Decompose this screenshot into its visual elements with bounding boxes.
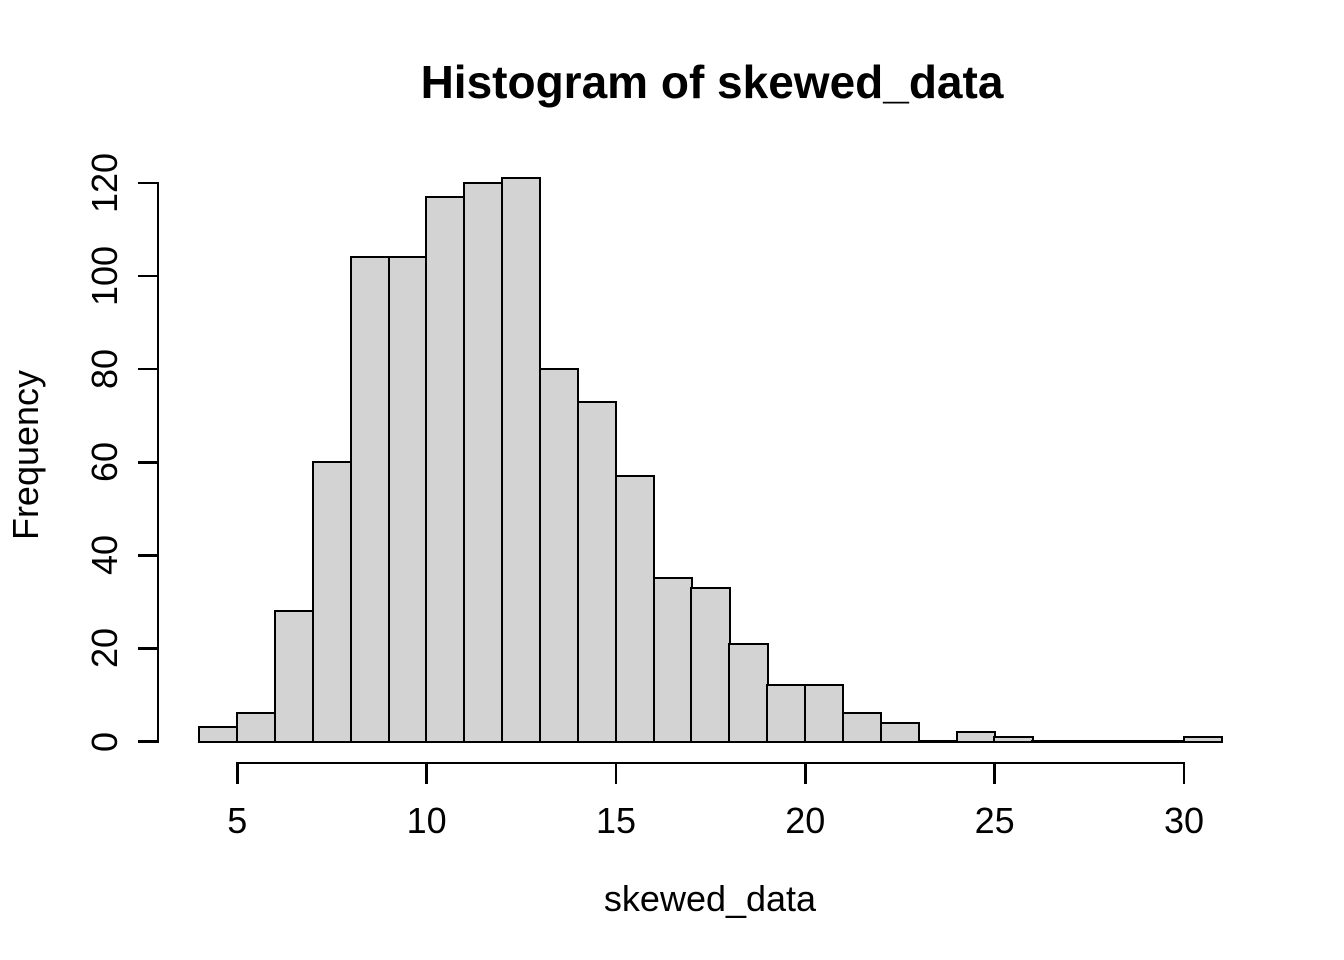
x-tick [804,761,807,784]
histogram-bar [236,712,277,743]
y-axis [156,181,159,743]
histogram-bar [993,735,1034,743]
chart-title: Histogram of skewed_data [420,56,1004,108]
y-tick-label: 40 [84,535,125,576]
x-tick-label: 30 [1163,800,1205,841]
histogram-bar [311,461,353,743]
x-tick-label: 15 [595,800,636,841]
histogram-bar [1031,740,1072,743]
x-tick [236,761,239,784]
histogram-bar [879,721,921,743]
histogram-bar [652,577,693,743]
x-tick-label: 5 [227,800,248,841]
y-axis-title: Frequency [5,369,46,541]
histogram-bar [576,400,618,743]
y-tick-label: 100 [84,246,125,307]
histogram-bar [1069,740,1110,743]
y-tick [137,181,157,185]
x-tick-label: 20 [785,800,826,841]
histogram-bar [1144,740,1186,743]
histogram-bar [728,642,769,743]
x-axis-title: skewed_data [603,878,817,919]
histogram-bar [349,256,390,743]
histogram-bar [425,195,466,743]
x-tick [993,761,996,784]
histogram-bar [198,726,239,743]
y-tick-label: 80 [84,349,125,390]
y-tick-label: 0 [84,731,125,752]
y-tick-label: 20 [84,628,125,669]
histogram-bar [273,609,315,743]
histogram-bar [1107,740,1148,743]
y-tick [137,740,157,743]
x-tick [425,761,428,784]
histogram-bar [1182,735,1224,743]
x-tick-label: 25 [974,800,1015,841]
histogram-bar [538,367,580,743]
histogram-bar [841,712,883,743]
y-tick [137,367,157,371]
histogram-bar [463,181,504,743]
histogram-bar [917,740,959,743]
histogram-bar [804,684,845,743]
histogram-bar [766,684,807,743]
y-tick [137,647,157,650]
x-tick [1182,761,1186,784]
histogram-bar [955,730,996,743]
y-tick-label: 60 [84,442,125,483]
x-tick-label: 10 [406,800,447,841]
x-axis [236,761,1186,764]
histogram-bar [501,177,542,743]
y-tick [137,554,157,557]
histogram-bar [690,586,731,743]
x-tick [614,761,618,784]
histogram-bar [387,256,428,743]
histogram-bar [614,474,656,743]
y-tick-label: 120 [84,152,125,214]
y-tick [137,274,157,278]
y-tick [137,461,157,464]
